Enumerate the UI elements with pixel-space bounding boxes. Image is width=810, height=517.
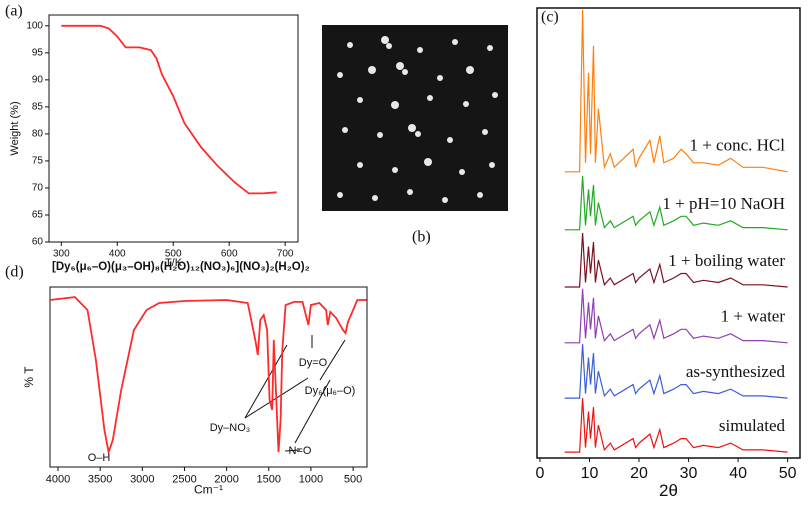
y-tick-label: 70 [32, 183, 44, 194]
x-axis-label: T/K [165, 257, 183, 269]
x-tick-label: 3000 [130, 474, 154, 486]
x-tick-label: 20 [630, 465, 648, 482]
x-tick-label: 30 [680, 465, 698, 482]
annotation: N=O [289, 445, 312, 457]
panel-label: (d) [5, 264, 24, 281]
data-line [49, 296, 367, 456]
x-tick-label: 500 [344, 474, 362, 486]
annotation: Dy=O [299, 357, 328, 369]
x-tick-label: 10 [581, 465, 599, 482]
micrograph-background [322, 25, 508, 211]
x-tick-label: 40 [729, 465, 747, 482]
y-tick-label: 80 [32, 129, 44, 140]
plot-frame [49, 286, 368, 468]
series-label: as-synthesized [686, 362, 786, 381]
x-axis-label: Cm⁻¹ [194, 482, 223, 496]
x-tick-label: 50 [779, 465, 797, 482]
data-line [564, 9, 788, 173]
y-tick-label: 65 [32, 210, 44, 221]
plot-frame [48, 14, 299, 243]
y-tick-label: 85 [32, 102, 44, 113]
series-label: 1 + boiling water [668, 251, 785, 270]
x-tick-label: 2500 [172, 474, 196, 486]
x-tick-label: 300 [53, 249, 70, 260]
y-axis-label: Weight (%) [9, 101, 21, 155]
x-tick-label: 1500 [257, 474, 281, 486]
y-tick-label: 75 [32, 156, 44, 167]
series-label: simulated [719, 416, 786, 435]
data-line [564, 232, 788, 288]
data-line [564, 288, 788, 344]
x-tick-label: 400 [109, 249, 126, 260]
annotation: O–H [88, 452, 111, 464]
particles [337, 36, 498, 203]
x-tick-label: 1000 [299, 474, 323, 486]
data-line [564, 344, 788, 399]
x-tick-label: 600 [221, 249, 238, 260]
data-line [61, 24, 277, 195]
series-label: 1 + conc. HCl [689, 136, 785, 155]
series-label: 1 + pH=10 NaOH [662, 194, 785, 213]
x-axis-label: 2θ [659, 481, 678, 500]
x-tick-label: 2000 [214, 474, 238, 486]
y-tick-label: 60 [32, 237, 44, 248]
x-tick-label: 500 [165, 249, 182, 260]
micrograph [322, 25, 508, 211]
y-tick-label: 90 [32, 74, 44, 85]
panel-label: (a) [5, 3, 23, 20]
x-tick-label: 3500 [88, 474, 112, 486]
panel-label: (b) [412, 229, 431, 246]
annotation: Dy₆(μ₆–O) [305, 385, 356, 397]
x-tick-label: 700 [277, 249, 294, 260]
y-tick-label: 95 [32, 47, 44, 58]
annotation: Dy–NO₃ [210, 422, 251, 434]
x-tick-label: 4000 [46, 474, 70, 486]
plot-frame [536, 7, 801, 459]
chart-title: [Dy₆(μ₆–O)(μ₃–OH)₈(H₂O)₁₂(NO₃)₆](NO₃)₂(H… [52, 261, 310, 273]
data-line [564, 398, 788, 453]
data-line [564, 175, 788, 231]
y-tick-label: 100 [26, 20, 43, 31]
x-tick-label: 0 [536, 465, 545, 482]
panel-label: (c) [541, 9, 559, 26]
series-label: 1 + water [721, 307, 786, 326]
y-axis-label: % T [22, 366, 36, 388]
